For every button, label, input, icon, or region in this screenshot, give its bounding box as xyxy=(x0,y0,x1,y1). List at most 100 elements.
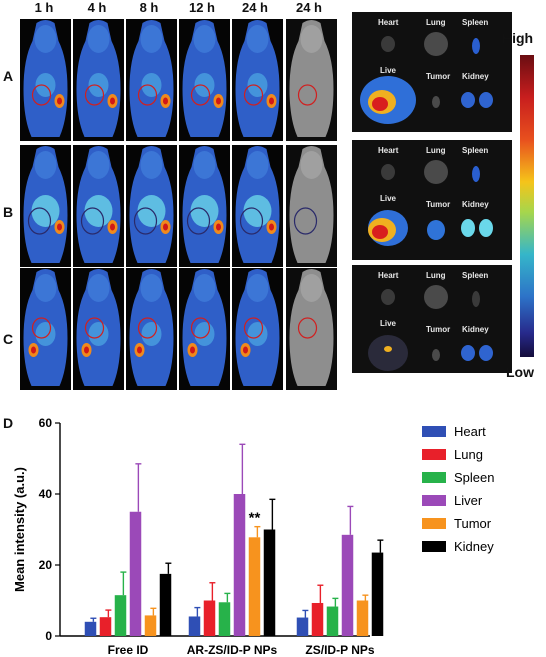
time-label-12h: 12 h xyxy=(188,0,215,15)
mouse-silhouette xyxy=(76,146,121,263)
mouse-image xyxy=(73,145,124,267)
mouse-image xyxy=(20,19,71,141)
legend-label-heart: Heart xyxy=(454,424,486,439)
mouse-image xyxy=(126,268,177,390)
time-label-24h-bright: 24 h xyxy=(295,0,322,15)
mouse-silhouette xyxy=(23,269,68,386)
mouse-image xyxy=(232,145,283,267)
legend-swatch-kidney xyxy=(422,541,446,552)
organ-label: Lung xyxy=(426,271,446,280)
time-label-8h: 8 h xyxy=(139,0,159,15)
row-label-a: A xyxy=(3,68,14,84)
legend-swatch-spleen xyxy=(422,472,446,483)
organ-label: Live xyxy=(380,66,397,75)
bar-liver xyxy=(233,494,246,636)
mouse-silhouette xyxy=(129,20,174,137)
organ-label: Lung xyxy=(426,146,446,155)
x-tick-label: ZS/ID-P NPs xyxy=(305,643,374,657)
tumor-circle xyxy=(31,84,52,106)
bar-spleen xyxy=(326,606,339,636)
tumor-circle xyxy=(190,317,211,339)
mouse-image xyxy=(73,19,124,141)
organ-label: Tumor xyxy=(426,325,451,334)
y-tick-label: 40 xyxy=(39,487,53,501)
organ-label: Kidney xyxy=(462,72,489,81)
tumor-circle xyxy=(27,207,52,235)
time-label-24h: 24 h xyxy=(241,0,268,15)
time-label-1h: 1 h xyxy=(34,0,54,15)
organ-label: Heart xyxy=(378,146,399,155)
organ-image: Heart Lung Spleen Live Tumor Kidney xyxy=(352,265,512,373)
tumor-circle xyxy=(80,207,105,235)
mouse-image xyxy=(232,268,283,390)
legend-swatch-liver xyxy=(422,495,446,506)
organ-label: Heart xyxy=(378,271,399,280)
bar-tumor xyxy=(356,600,369,636)
time-label-4h: 4 h xyxy=(87,0,107,15)
organ-label: Heart xyxy=(378,18,399,27)
x-tick-label: AR-ZS/ID-P NPs xyxy=(187,643,278,657)
organ-label: Spleen xyxy=(462,146,489,155)
bar-spleen xyxy=(114,595,127,636)
mouse-image xyxy=(179,145,230,267)
legend-label-liver: Liver xyxy=(454,493,483,508)
mouse-silhouette xyxy=(76,20,121,137)
organ-image: Heart Lung Spleen Live Tumor Kidney xyxy=(352,140,512,260)
tumor-circle xyxy=(190,84,211,106)
legend-label-lung: Lung xyxy=(454,447,483,462)
mouse-silhouette xyxy=(235,269,280,386)
mouse-image xyxy=(126,19,177,141)
bar-kidney xyxy=(371,552,384,636)
significance-annotation: ** xyxy=(249,510,261,527)
mouse-image xyxy=(73,268,124,390)
tumor-circle xyxy=(186,207,211,235)
scale-low-label: Low xyxy=(506,364,534,380)
bar-lung xyxy=(99,617,112,636)
mouse-silhouette xyxy=(235,146,280,263)
organ-label: Live xyxy=(380,319,397,328)
scale-high-label: High xyxy=(502,30,534,46)
y-tick-label: 0 xyxy=(45,629,52,643)
mouse-image xyxy=(179,268,230,390)
organ-shapes xyxy=(368,285,493,371)
panel-label-d: D xyxy=(3,415,14,431)
organ-label: Lung xyxy=(426,18,446,27)
mouse-silhouette xyxy=(289,20,334,137)
bar-lung xyxy=(203,600,216,636)
bar-spleen xyxy=(218,602,231,636)
legend-label-tumor: Tumor xyxy=(454,516,492,531)
tumor-circle xyxy=(243,84,264,106)
bar-kidney xyxy=(159,573,172,636)
bar-heart xyxy=(296,617,309,636)
bar-kidney xyxy=(263,529,276,636)
mouse-image xyxy=(286,145,337,267)
bar-heart xyxy=(84,621,97,636)
organ-shapes xyxy=(368,160,493,246)
organ-label: Spleen xyxy=(462,18,489,27)
mouse-silhouette xyxy=(289,269,334,386)
organ-shapes xyxy=(360,32,493,124)
legend-label-spleen: Spleen xyxy=(454,470,494,485)
organ-label: Kidney xyxy=(462,200,489,209)
tumor-circle xyxy=(297,317,318,339)
organ-label: Live xyxy=(380,194,397,203)
mouse-silhouette xyxy=(129,146,174,263)
x-tick-label: Free ID xyxy=(108,643,149,657)
tumor-circle xyxy=(84,317,105,339)
y-axis-label: Mean intensity (a.u.) xyxy=(12,467,27,592)
mouse-silhouette xyxy=(129,269,174,386)
tumor-circle xyxy=(31,317,52,339)
bar-liver xyxy=(341,534,354,636)
organ-label: Spleen xyxy=(462,271,489,280)
tumor-circle xyxy=(293,207,318,235)
tumor-circle xyxy=(137,317,158,339)
tumor-circle xyxy=(243,317,264,339)
mouse-silhouette xyxy=(182,20,227,137)
bar-tumor xyxy=(144,615,157,636)
tumor-circle xyxy=(84,84,105,106)
mouse-silhouette xyxy=(76,269,121,386)
row-label-b: B xyxy=(3,204,14,220)
bar-liver xyxy=(129,511,142,636)
mouse-image xyxy=(232,19,283,141)
mouse-image xyxy=(286,268,337,390)
